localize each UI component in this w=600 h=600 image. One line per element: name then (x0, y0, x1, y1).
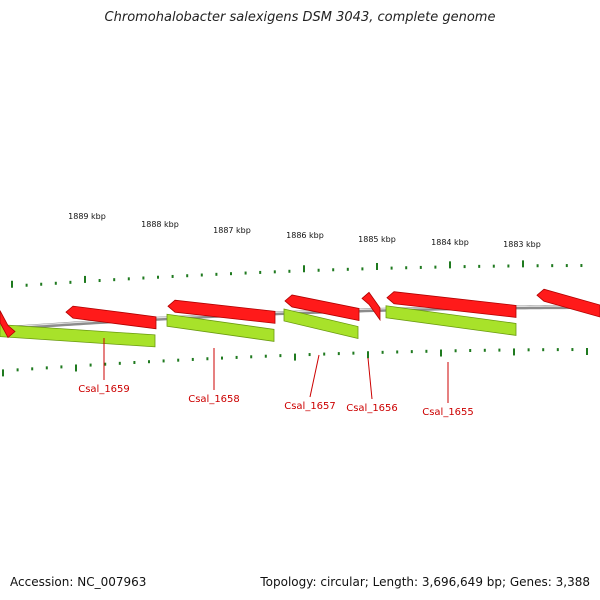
gene-label: Csal_1659 (78, 384, 130, 395)
gene-features (0, 288, 600, 339)
position-label: 1885 kbp (358, 235, 396, 244)
gene-arrow (361, 291, 381, 322)
genome-summary: Topology: circular; Length: 3,696,649 bp… (260, 575, 590, 589)
gene-arrow (536, 288, 600, 318)
position-label: 1886 kbp (286, 231, 324, 240)
gene-label: Csal_1658 (188, 394, 240, 405)
gene-label-leader (309, 354, 320, 398)
position-labels: 1889 kbp 1888 kbp 1887 kbp 1886 kbp 1885 kbp… (68, 212, 541, 249)
gene-labels: Csal_1659 Csal_1658 Csal_1657 Csal_1656 Csal… (78, 384, 474, 418)
genome-title: Chromohalobacter salexigens DSM 3043, co… (104, 10, 496, 25)
gene-arrow (284, 294, 360, 321)
gene-arrow (386, 291, 517, 318)
cds-bar (166, 313, 275, 342)
gene-label-leader (367, 357, 373, 400)
position-label: 1884 kbp (431, 238, 469, 247)
gene-arrow (65, 305, 157, 330)
gene-label-leaders (103, 338, 449, 403)
inner-ticks (2, 348, 588, 377)
position-label: 1889 kbp (68, 212, 106, 221)
gene-arrow (0, 310, 16, 339)
position-label: 1888 kbp (141, 220, 179, 229)
accession-label: Accession: NC_007963 (10, 575, 147, 589)
gene-arrow (167, 299, 276, 324)
cds-bar (385, 305, 517, 336)
gene-label: Csal_1657 (284, 401, 336, 412)
cds-features (0, 305, 517, 348)
gene-label: Csal_1656 (346, 403, 398, 414)
outer-ticks (11, 260, 583, 288)
position-label: 1887 kbp (213, 226, 251, 235)
position-label: 1883 kbp (503, 240, 541, 249)
gene-label: Csal_1655 (422, 407, 474, 418)
cds-bar (0, 324, 156, 348)
cds-bar (283, 308, 359, 340)
